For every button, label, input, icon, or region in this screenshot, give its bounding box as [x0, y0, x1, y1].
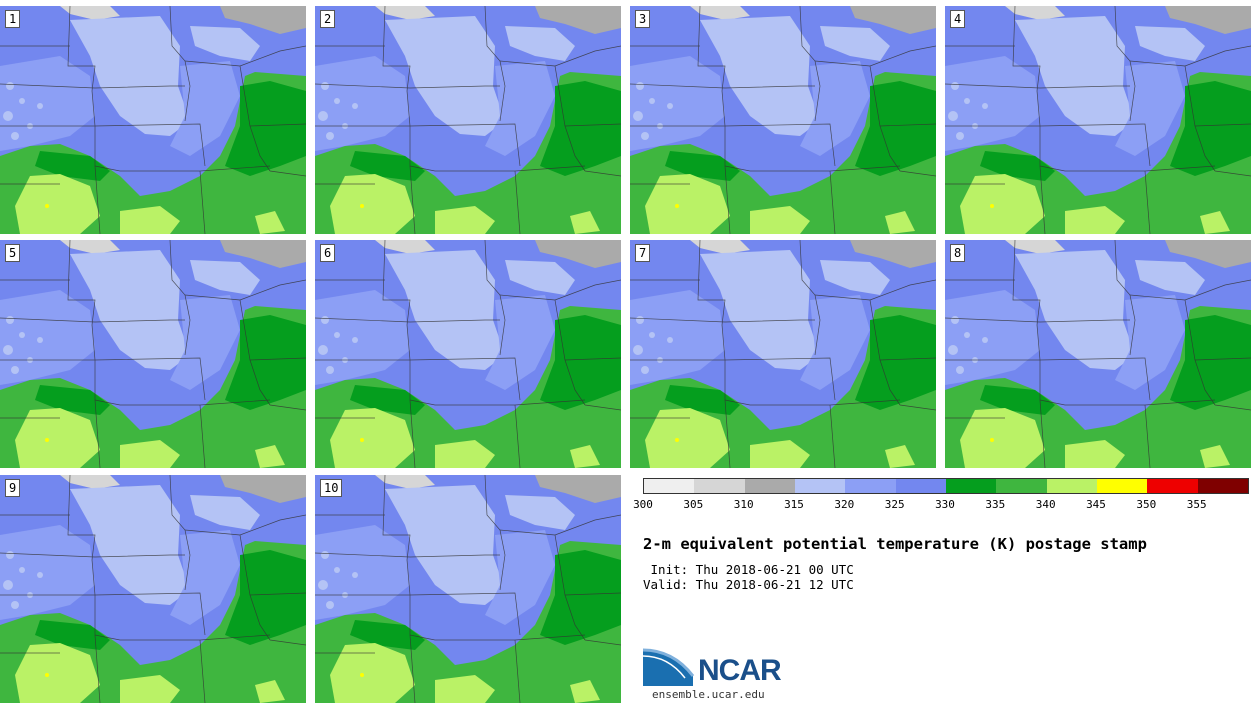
member-map	[315, 475, 621, 703]
colorbar-tick-label: 300	[633, 498, 653, 511]
colorbar-segment	[644, 479, 695, 493]
stamp-panel-2: 2	[315, 6, 621, 234]
colorbar-tick-label: 335	[985, 498, 1006, 511]
member-label: 7	[635, 244, 651, 262]
member-label: 10	[320, 479, 343, 497]
colorbar-segment	[845, 479, 896, 493]
colorbar-segment	[1096, 479, 1148, 493]
member-map	[630, 240, 936, 468]
stamp-panel-4: 4	[945, 6, 1251, 234]
stamp-panel-3: 3	[630, 6, 936, 234]
member-map	[945, 6, 1251, 234]
stamp-panel-6: 6	[315, 240, 621, 468]
colorbar-tick-label: 320	[834, 498, 855, 511]
colorbar-tick-label: 345	[1086, 498, 1106, 511]
member-label: 8	[950, 244, 966, 262]
member-label: 2	[320, 10, 336, 28]
stamp-panel-10: 10	[315, 475, 621, 703]
colorbar-segment	[996, 479, 1047, 493]
colorbar-segment	[945, 479, 997, 493]
colorbar-segment	[794, 479, 846, 493]
colorbar-tick-label: 340	[1035, 498, 1056, 511]
colorbar	[643, 478, 1249, 494]
member-label: 1	[5, 10, 21, 28]
colorbar-tick-label: 325	[884, 498, 905, 511]
member-label: 9	[5, 479, 21, 497]
member-map	[315, 6, 621, 234]
colorbar-tick-label: 350	[1136, 498, 1157, 511]
colorbar-segment	[744, 479, 795, 493]
figure-title: 2-m equivalent potential temperature (K)…	[643, 535, 1147, 553]
member-map	[315, 240, 621, 468]
colorbar-segment	[895, 479, 946, 493]
member-label: 6	[320, 244, 336, 262]
colorbar-segment	[1147, 479, 1198, 493]
member-map	[0, 475, 306, 703]
member-label: 4	[950, 10, 966, 28]
init-time: Init: Thu 2018-06-21 00 UTC	[643, 562, 854, 577]
member-map	[945, 240, 1251, 468]
stamp-panel-8: 8	[945, 240, 1251, 468]
valid-time: Valid: Thu 2018-06-21 12 UTC	[643, 577, 854, 592]
colorbar-tick-label: 310	[733, 498, 754, 511]
ncar-logo-text: NCAR	[698, 654, 782, 687]
site-url: ensemble.ucar.edu	[652, 688, 765, 701]
colorbar-tick-label: 330	[935, 498, 955, 511]
ncar-logo	[643, 648, 695, 686]
stamp-panel-7: 7	[630, 240, 936, 468]
colorbar-tick-label: 305	[683, 498, 704, 511]
colorbar-segment	[694, 479, 745, 493]
colorbar-tick-label: 355	[1186, 498, 1207, 511]
member-label: 5	[5, 244, 21, 262]
colorbar-ticks: 300 305 310 315 320 325 330 335 340 345 350 355	[633, 498, 1247, 512]
member-map	[0, 240, 306, 468]
colorbar-tick-label: 315	[784, 498, 804, 511]
colorbar-segment	[1046, 479, 1097, 493]
stamp-panel-5: 5	[0, 240, 306, 468]
member-map	[0, 6, 306, 234]
stamp-panel-1: 1	[0, 6, 306, 234]
colorbar-segment	[1197, 479, 1248, 493]
stamp-panel-9: 9	[0, 475, 306, 703]
member-map	[630, 6, 936, 234]
member-label: 3	[635, 10, 651, 28]
